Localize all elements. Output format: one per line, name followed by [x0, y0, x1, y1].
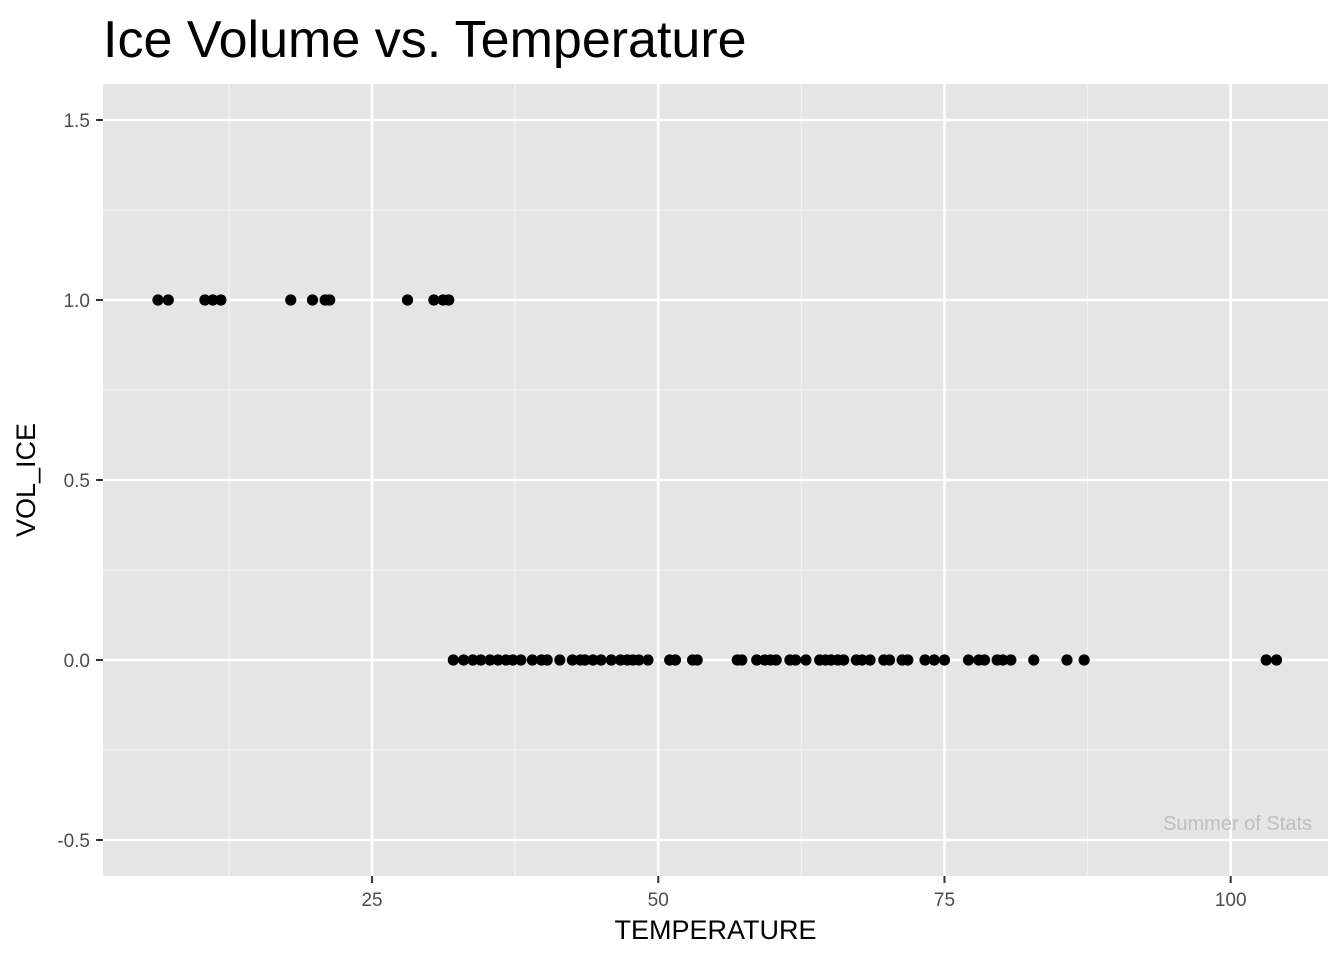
data-point [475, 654, 487, 666]
data-point [507, 654, 519, 666]
data-point [443, 294, 455, 306]
data-point [770, 654, 782, 666]
data-point [800, 654, 812, 666]
data-point [566, 654, 578, 666]
data-point [838, 654, 850, 666]
data-point [152, 294, 164, 306]
data-point [595, 654, 607, 666]
data-point [492, 654, 504, 666]
data-point [919, 654, 931, 666]
x-tick-label: 50 [648, 890, 669, 911]
data-point [207, 294, 219, 306]
data-point [1260, 654, 1272, 666]
data-point [285, 294, 297, 306]
data-point [997, 654, 1009, 666]
data-point [790, 654, 802, 666]
data-point [605, 654, 617, 666]
data-point [1270, 654, 1283, 666]
data-point [199, 294, 211, 306]
data-point [978, 654, 991, 666]
data-point [1078, 654, 1090, 666]
data-point [962, 654, 975, 666]
x-axis: 25 50 75 100 [361, 876, 1247, 911]
data-point [864, 654, 876, 666]
data-point [1061, 654, 1073, 666]
data-point [691, 654, 703, 666]
watermark-text: Summer of Stats [1163, 813, 1312, 835]
data-point [447, 654, 459, 666]
chart-title: Ice Volume vs. Temperature [103, 11, 747, 69]
data-point [633, 654, 645, 666]
data-points [152, 294, 1283, 666]
data-point [484, 654, 496, 666]
y-axis: -0.5 0.0 0.5 1.0 1.5 [57, 111, 103, 852]
data-point [458, 654, 470, 666]
data-point [751, 654, 763, 666]
data-point [579, 654, 591, 666]
y-tick-label: 1.5 [64, 111, 90, 132]
data-point [928, 654, 940, 666]
data-point [324, 294, 336, 306]
y-tick-label: 0.0 [64, 651, 90, 672]
data-point [526, 654, 538, 666]
x-axis-label: TEMPERATURE [614, 915, 816, 945]
x-tick-label: 100 [1215, 890, 1247, 911]
data-point [541, 654, 553, 666]
data-point [401, 294, 414, 306]
data-point [642, 654, 654, 666]
y-axis-label: VOL_ICE [11, 423, 41, 537]
data-point [736, 654, 748, 666]
data-point [428, 294, 440, 306]
data-point [902, 654, 914, 666]
data-point [856, 654, 868, 666]
data-point [669, 654, 682, 666]
x-tick-label: 25 [361, 890, 382, 911]
data-point [938, 654, 951, 666]
data-point [1028, 654, 1040, 666]
data-point [467, 654, 479, 666]
y-tick-label: 0.5 [64, 471, 90, 492]
data-point [215, 294, 227, 306]
data-point [162, 294, 174, 306]
data-point [515, 654, 527, 666]
data-point [554, 654, 566, 666]
data-point [306, 294, 319, 306]
data-point [883, 654, 896, 666]
data-point [587, 654, 599, 666]
data-point [1005, 654, 1017, 666]
x-tick-label: 75 [934, 890, 955, 911]
y-tick-label: -0.5 [57, 831, 90, 852]
y-tick-label: 1.0 [64, 291, 90, 312]
